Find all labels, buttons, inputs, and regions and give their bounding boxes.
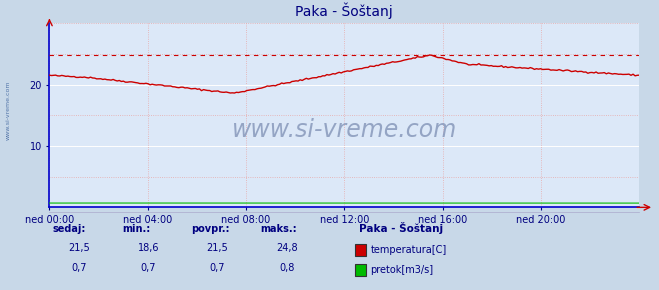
Text: 21,5: 21,5 <box>206 243 229 253</box>
Text: povpr.:: povpr.: <box>191 224 229 234</box>
Text: 24,8: 24,8 <box>276 243 297 253</box>
Text: 0,7: 0,7 <box>210 263 225 273</box>
Text: 0,8: 0,8 <box>279 263 295 273</box>
Text: 0,7: 0,7 <box>71 263 87 273</box>
Text: 0,7: 0,7 <box>140 263 156 273</box>
Title: Paka - Šoštanj: Paka - Šoštanj <box>295 3 393 19</box>
Text: pretok[m3/s]: pretok[m3/s] <box>370 265 434 275</box>
Text: maks.:: maks.: <box>260 224 297 234</box>
Text: Paka - Šoštanj: Paka - Šoštanj <box>359 222 444 234</box>
Text: www.si-vreme.com: www.si-vreme.com <box>5 80 11 140</box>
Text: 21,5: 21,5 <box>68 243 90 253</box>
Text: 18,6: 18,6 <box>138 243 159 253</box>
Text: min.:: min.: <box>122 224 150 234</box>
Text: www.si-vreme.com: www.si-vreme.com <box>232 118 457 142</box>
Text: temperatura[C]: temperatura[C] <box>370 245 447 255</box>
Text: sedaj:: sedaj: <box>53 224 86 234</box>
